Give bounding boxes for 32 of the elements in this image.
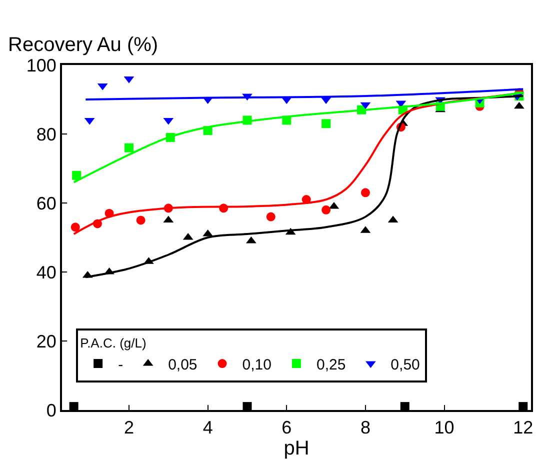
- point: [400, 402, 410, 410]
- legend-label: 0,50: [390, 356, 420, 374]
- x-tick-label: 10: [434, 418, 454, 438]
- point: [518, 402, 528, 410]
- point: [266, 212, 276, 222]
- y-axis-title: Recovery Au (%): [8, 34, 158, 56]
- y-tick-label: 60: [36, 193, 56, 214]
- y-tick-label: 0: [46, 400, 56, 420]
- legend-label: 0,10: [242, 356, 272, 374]
- x-axis-title: pH: [284, 438, 310, 460]
- legend-label: 0,05: [168, 356, 198, 374]
- point: [70, 222, 80, 232]
- y-tick-label: 100: [26, 55, 56, 76]
- point: [242, 402, 252, 410]
- legend-label: 0,25: [316, 356, 346, 374]
- legend-label: -: [118, 356, 124, 374]
- x-tick-label: 6: [282, 418, 292, 438]
- point: [69, 402, 78, 410]
- y-tick-label: 40: [36, 262, 56, 282]
- x-tick-label: 4: [202, 418, 213, 438]
- x-tick-label: 12: [513, 418, 534, 438]
- point: [72, 170, 82, 180]
- y-tick-label: 20: [36, 331, 56, 352]
- point: [124, 143, 134, 152]
- point: [136, 216, 146, 225]
- x-tick-label: 2: [124, 418, 134, 438]
- point: [360, 188, 370, 198]
- x-tick-label: 8: [360, 418, 370, 438]
- point: [322, 205, 331, 214]
- point: [322, 119, 331, 128]
- y-tick-label: 80: [36, 124, 56, 144]
- legend-title: P.A.C. (g/L): [80, 335, 146, 350]
